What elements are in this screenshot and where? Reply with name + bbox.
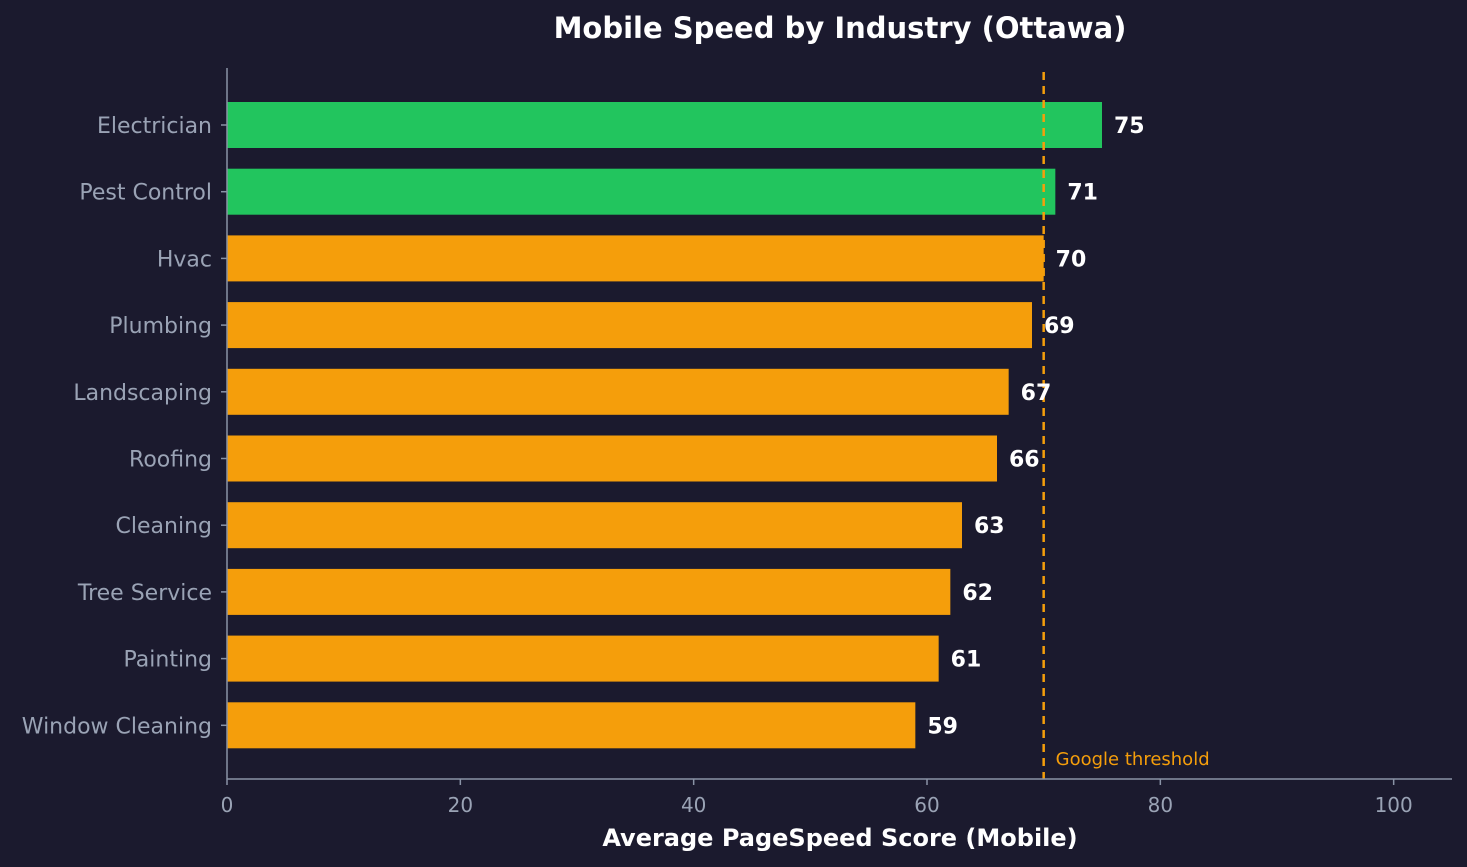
category-label: Plumbing xyxy=(109,314,212,339)
chart-title: Mobile Speed by Industry (Ottawa) xyxy=(554,11,1127,45)
bar-window-cleaning xyxy=(227,702,916,749)
value-label: 67 xyxy=(1021,381,1052,406)
bar-painting xyxy=(227,635,939,682)
value-label: 70 xyxy=(1056,247,1087,272)
bar-cleaning xyxy=(227,502,962,549)
category-label: Hvac xyxy=(157,247,212,272)
category-label: Tree Service xyxy=(77,581,212,606)
threshold-label: Google threshold xyxy=(1056,749,1210,770)
category-label: Landscaping xyxy=(73,381,212,406)
x-tick-label: 100 xyxy=(1375,793,1413,817)
category-label: Electrician xyxy=(97,114,212,139)
x-tick-label: 20 xyxy=(448,793,473,817)
value-label: 69 xyxy=(1044,314,1075,339)
value-label: 71 xyxy=(1067,181,1098,206)
bar-roofing xyxy=(227,435,997,482)
bar-plumbing xyxy=(227,302,1032,349)
x-tick-label: 80 xyxy=(1148,793,1173,817)
threshold-layer: Google threshold xyxy=(1042,72,1210,779)
value-label: 66 xyxy=(1009,448,1040,473)
x-tick-label: 60 xyxy=(914,793,939,817)
value-label: 61 xyxy=(951,648,982,673)
category-label: Cleaning xyxy=(116,514,212,539)
bar-electrician xyxy=(227,102,1102,148)
category-label: Pest Control xyxy=(79,181,212,206)
x-axis-label: Average PageSpeed Score (Mobile) xyxy=(602,824,1077,852)
x-tick-label: 0 xyxy=(221,793,234,817)
bar-tree-service xyxy=(227,568,951,615)
value-label: 75 xyxy=(1114,114,1145,139)
axes-layer: Electrician Pest Control Hvac Plumbing Lands… xyxy=(22,68,1452,817)
value-label: 63 xyxy=(974,514,1005,539)
category-label: Window Cleaning xyxy=(22,714,212,739)
bar-pest-control xyxy=(227,168,1056,215)
category-label: Painting xyxy=(124,648,212,673)
bar-landscaping xyxy=(227,368,1009,415)
value-labels-layer: 75 71 70 69 67 66 63 62 61 59 xyxy=(927,114,1144,739)
value-label: 62 xyxy=(962,581,993,606)
bars-layer xyxy=(227,102,1102,749)
category-label: Roofing xyxy=(129,448,212,473)
bar-hvac xyxy=(227,235,1044,282)
value-label: 59 xyxy=(927,714,958,739)
x-tick-label: 40 xyxy=(681,793,706,817)
